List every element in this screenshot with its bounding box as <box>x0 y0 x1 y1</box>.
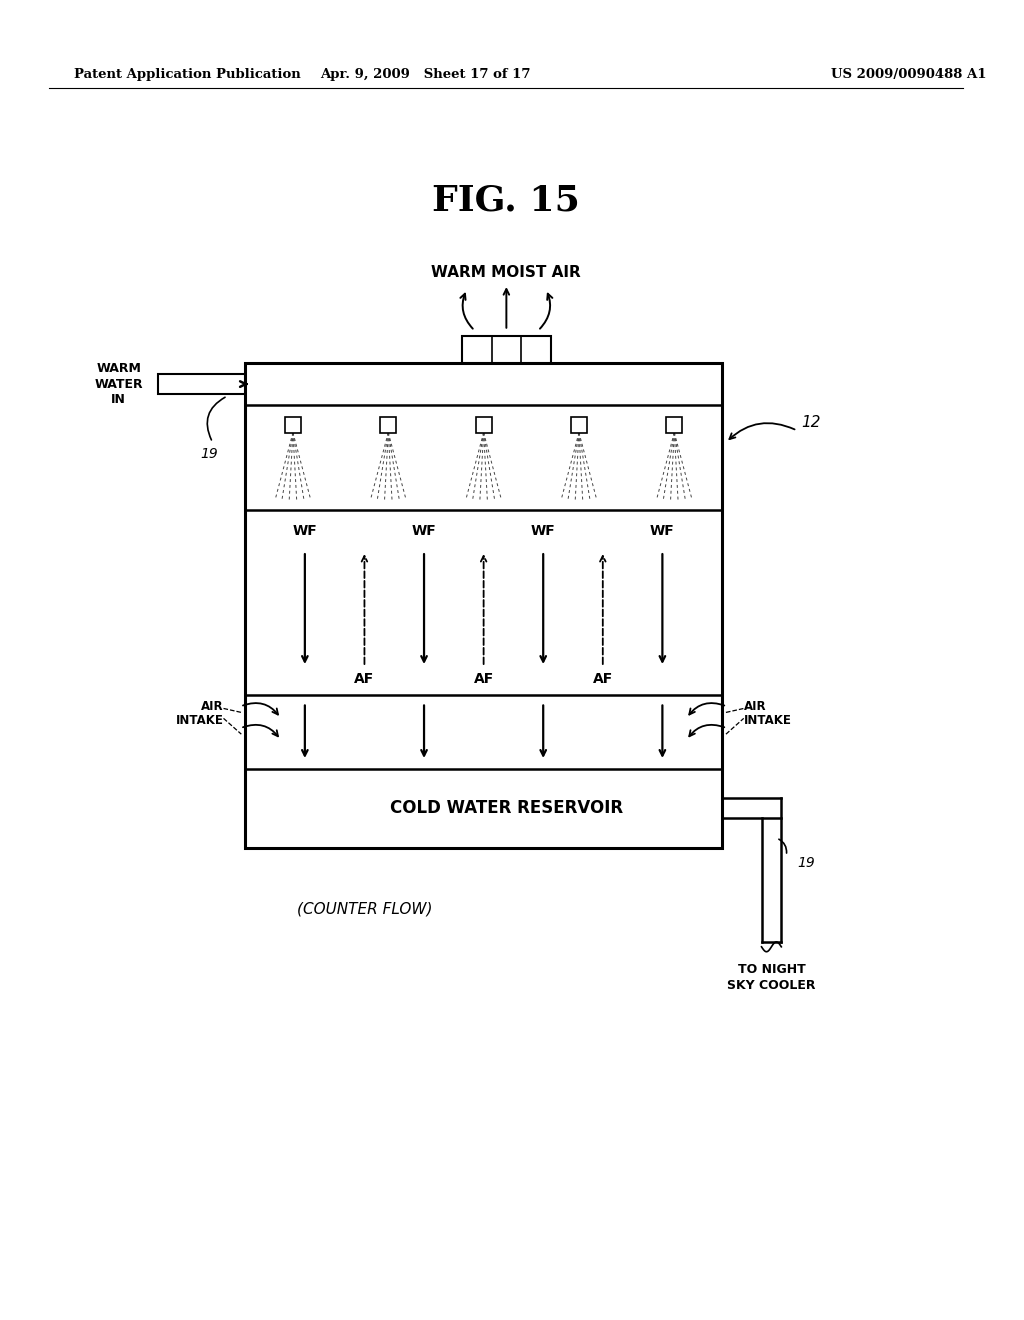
Bar <box>476 417 492 433</box>
Text: WF: WF <box>650 524 675 539</box>
Text: (COUNTER FLOW): (COUNTER FLOW) <box>297 902 432 916</box>
Text: AF: AF <box>354 672 375 686</box>
Bar <box>285 417 301 433</box>
Bar <box>571 417 587 433</box>
Text: 12: 12 <box>801 414 820 430</box>
Text: COLD WATER RESERVOIR: COLD WATER RESERVOIR <box>390 800 623 817</box>
Text: INTAKE: INTAKE <box>176 714 223 727</box>
Text: INTAKE: INTAKE <box>743 714 792 727</box>
Text: TO NIGHT: TO NIGHT <box>737 964 805 975</box>
Bar <box>159 374 246 393</box>
Bar <box>462 335 551 363</box>
Text: Apr. 9, 2009   Sheet 17 of 17: Apr. 9, 2009 Sheet 17 of 17 <box>321 69 530 81</box>
Bar <box>246 363 722 847</box>
Text: AF: AF <box>593 672 613 686</box>
Text: US 2009/0090488 A1: US 2009/0090488 A1 <box>830 69 986 81</box>
Text: WATER: WATER <box>94 378 143 391</box>
Text: Patent Application Publication: Patent Application Publication <box>74 69 301 81</box>
Text: WARM: WARM <box>96 362 141 375</box>
Text: AIR: AIR <box>743 700 766 713</box>
Text: WF: WF <box>530 524 556 539</box>
Bar <box>667 417 682 433</box>
Text: SKY COOLER: SKY COOLER <box>727 979 816 991</box>
Text: IN: IN <box>112 393 126 407</box>
Text: FIG. 15: FIG. 15 <box>432 183 581 216</box>
Text: 19: 19 <box>797 855 815 870</box>
Text: WF: WF <box>293 524 317 539</box>
Text: WARM MOIST AIR: WARM MOIST AIR <box>431 265 582 280</box>
Bar <box>380 417 396 433</box>
Text: AF: AF <box>473 672 494 686</box>
Text: 19: 19 <box>201 447 218 461</box>
Text: WF: WF <box>412 524 436 539</box>
Text: AIR: AIR <box>201 700 223 713</box>
